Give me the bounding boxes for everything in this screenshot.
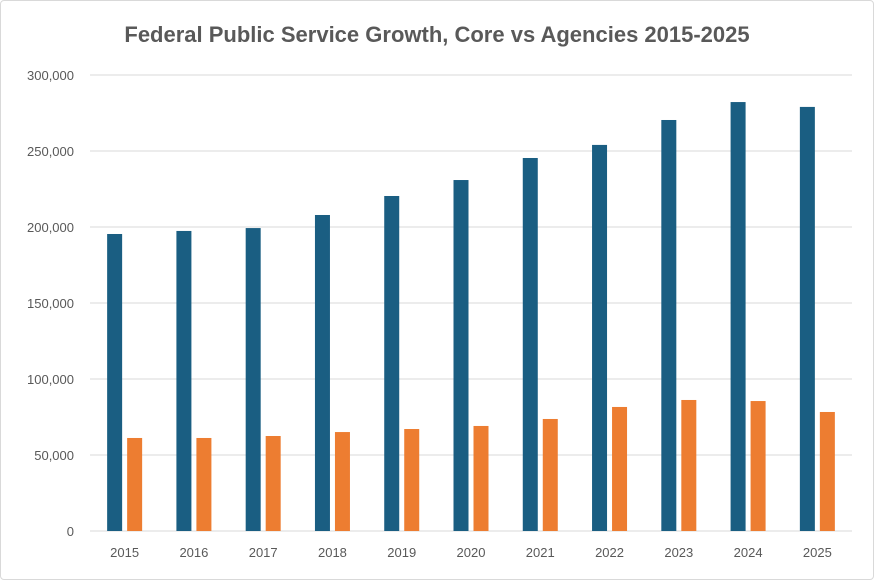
bar-agencies-2022 <box>612 406 628 531</box>
chart-title: Federal Public Service Growth, Core vs A… <box>124 22 749 47</box>
y-tick-label: 300,000 <box>27 68 74 83</box>
y-tick-label: 150,000 <box>27 296 74 311</box>
bar-core-2022 <box>592 144 608 532</box>
bar-core-2023 <box>661 119 677 531</box>
bar-agencies-2023 <box>681 399 697 531</box>
x-tick-label: 2022 <box>595 545 624 560</box>
bar-agencies-2019 <box>404 429 420 531</box>
bar-core-2024 <box>730 102 746 531</box>
y-tick-label: 250,000 <box>27 144 74 159</box>
bar-agencies-2020 <box>473 425 489 531</box>
y-tick-label: 50,000 <box>34 448 74 463</box>
bar-agencies-2025 <box>819 411 835 531</box>
x-tick-label: 2021 <box>526 545 555 560</box>
bar-core-2017 <box>245 228 261 531</box>
x-tick-label: 2015 <box>110 545 139 560</box>
bar-core-2019 <box>384 195 400 531</box>
bar-agencies-2018 <box>334 432 350 531</box>
bar-core-2015 <box>107 233 123 531</box>
y-tick-label: 200,000 <box>27 220 74 235</box>
bar-core-2016 <box>176 230 192 531</box>
y-tick-label: 100,000 <box>27 372 74 387</box>
bar-agencies-2015 <box>127 437 143 531</box>
bar-agencies-2017 <box>265 436 281 531</box>
x-tick-label: 2016 <box>179 545 208 560</box>
x-tick-label: 2020 <box>457 545 486 560</box>
bar-core-2020 <box>453 180 469 532</box>
bar-core-2018 <box>314 214 330 531</box>
y-tick-label: 0 <box>67 524 74 539</box>
x-tick-label: 2025 <box>803 545 832 560</box>
bar-agencies-2024 <box>750 401 766 531</box>
x-tick-label: 2017 <box>249 545 278 560</box>
bar-core-2021 <box>522 157 538 531</box>
bar-core-2025 <box>799 106 815 532</box>
x-tick-label: 2023 <box>664 545 693 560</box>
x-tick-label: 2018 <box>318 545 347 560</box>
bar-agencies-2021 <box>542 418 558 531</box>
x-tick-label: 2024 <box>734 545 763 560</box>
x-tick-label: 2019 <box>387 545 416 560</box>
bar-agencies-2016 <box>196 437 212 531</box>
